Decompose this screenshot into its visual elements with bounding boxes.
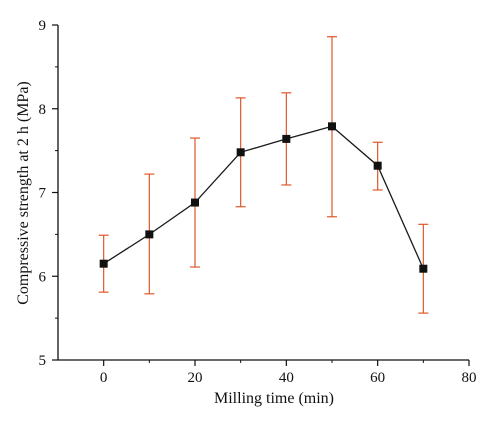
y-tick-label: 6: [39, 269, 47, 285]
data-point: [99, 259, 108, 268]
y-axis-title: Compressive strength at 2 h (MPa): [15, 81, 32, 305]
x-tick-label: 20: [188, 370, 203, 386]
y-tick-label: 5: [39, 353, 47, 369]
y-tick-label: 8: [39, 102, 47, 118]
error-bars: [98, 36, 429, 314]
y-tick-label: 7: [39, 186, 47, 202]
series-line: [103, 125, 424, 269]
data-point: [328, 122, 336, 131]
x-tick-label: 40: [279, 370, 294, 386]
y-tick-label: 9: [39, 18, 47, 34]
data-point: [236, 148, 245, 157]
data-point: [419, 264, 428, 273]
x-tick-label: 60: [370, 370, 385, 386]
data-point: [373, 161, 382, 170]
x-axis-title: Milling time (min): [214, 390, 334, 407]
data-markers: [99, 122, 428, 273]
data-point: [191, 198, 199, 207]
data-point: [282, 134, 291, 143]
series-layer: [103, 125, 424, 269]
x-tick-label: 0: [100, 370, 108, 386]
x-axis-ticks: 0 20 40 60 80: [100, 360, 477, 386]
plot-area: [57, 25, 469, 361]
data-point: [145, 230, 154, 239]
x-tick-label: 80: [462, 370, 477, 386]
y-axis-ticks: 5 6 7 8 9: [39, 18, 58, 369]
